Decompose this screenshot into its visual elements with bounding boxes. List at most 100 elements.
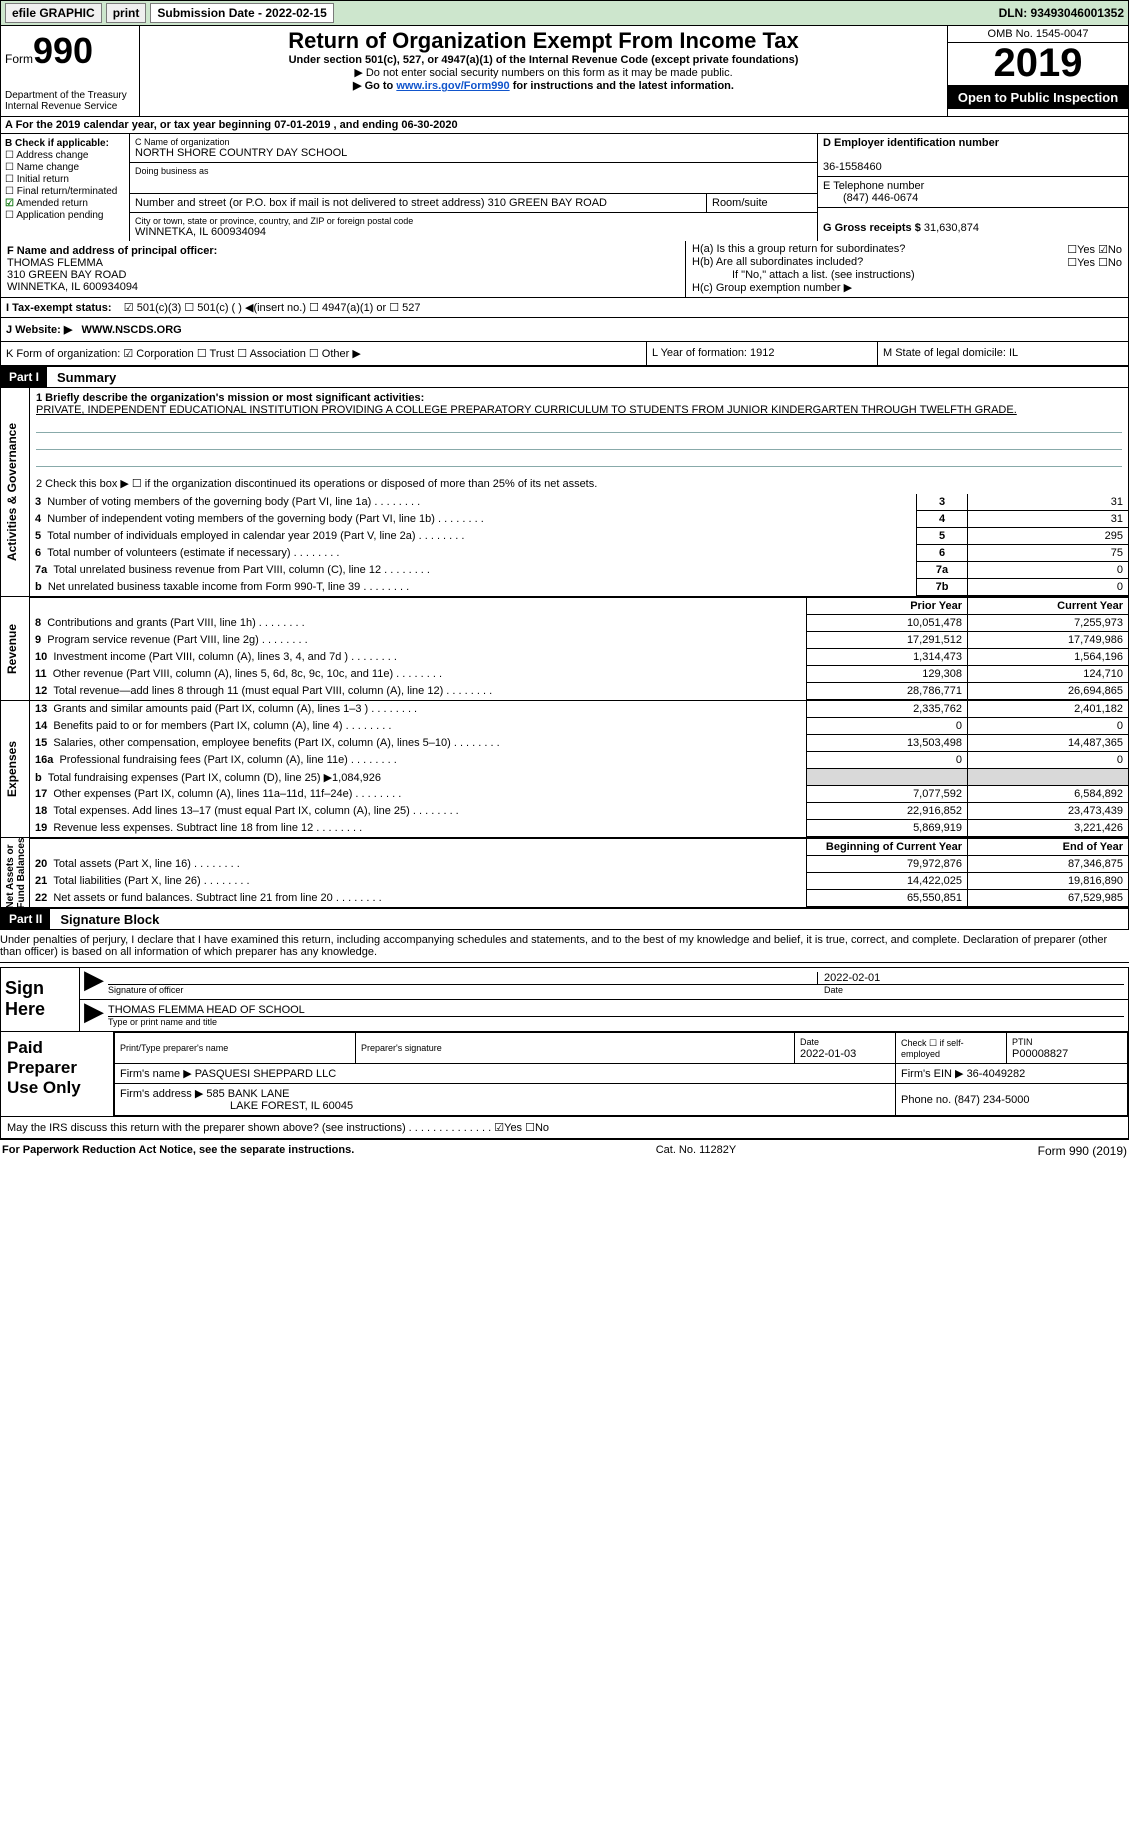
goto-suffix: for instructions and the latest informat… [510,80,734,92]
block-bcd: B Check if applicable: ☐ Address change☐… [0,134,1129,241]
print-btn[interactable]: print [106,3,147,23]
submission-date: Submission Date - 2022-02-15 [150,3,333,23]
hb-lbl: H(b) Are all subordinates included? [692,256,863,269]
tel-lbl: E Telephone number [823,180,924,192]
checkbox-amended-return[interactable]: ☑ Amended return [5,198,125,209]
addr-lbl: Number and street (or P.O. box if mail i… [135,197,485,209]
vtab-rev: Revenue [5,623,19,673]
sig-officer-lbl: Signature of officer [108,985,818,995]
irs-link[interactable]: www.irs.gov/Form990 [396,80,509,92]
vtab-gov: Activities & Governance [5,423,19,561]
ha-yn: ☐Yes ☑No [1067,243,1122,256]
top-bar: efile GRAPHIC print Submission Date - 20… [0,0,1129,26]
firm-addr2: LAKE FOREST, IL 60045 [120,1100,353,1112]
preparer-block: Paid Preparer Use Only Print/Type prepar… [0,1032,1129,1117]
phone-val: (847) 234-5000 [954,1094,1029,1106]
sign-here-lbl: Sign Here [1,968,80,1031]
j-lbl: J Website: ▶ [6,324,72,336]
org-name: NORTH SHORE COUNTRY DAY SCHOOL [135,147,347,159]
vtab-exp: Expenses [5,741,19,797]
note-ssn: ▶ Do not enter social security numbers o… [146,66,941,79]
city-state-zip: WINNETKA, IL 600934094 [135,226,266,238]
curr-year-hdr: Current Year [968,598,1129,615]
part1-title: Summary [47,370,116,385]
form-number: 990 [33,30,93,71]
firm-ein: 36-4049282 [967,1068,1026,1080]
line2-checkbox: 2 Check this box ▶ ☐ if the organization… [30,473,1128,494]
l-year: L Year of formation: 1912 [646,342,877,365]
city-lbl: City or town, state or province, country… [135,216,812,226]
vtab-na: Net Assets or Fund Balances [5,837,27,908]
prep-date-lbl: Date [800,1037,819,1047]
form-prefix: Form [5,52,33,66]
k-form-org: K Form of organization: ☑ Corporation ☐ … [1,342,646,365]
block-fh: F Name and address of principal officer:… [0,241,1129,298]
dba-lbl: Doing business as [135,166,812,176]
part1-hdr: Part I [1,367,47,387]
hb-yn: ☐Yes ☐No [1067,256,1122,269]
firm-lbl: Firm's name ▶ [120,1068,192,1080]
officer-addr2: WINNETKA, IL 600934094 [7,281,138,293]
website-url[interactable]: WWW.NSCDS.ORG [82,324,182,336]
form-sub: Under section 501(c), 527, or 4947(a)(1)… [146,54,941,66]
form-header: Form990 Department of the Treasury Inter… [0,26,1129,117]
checkbox-address-change[interactable]: ☐ Address change [5,150,125,161]
penalty-text: Under penalties of perjury, I declare th… [0,930,1129,963]
officer-addr1: 310 GREEN BAY ROAD [7,269,126,281]
discuss-row: May the IRS discuss this return with the… [0,1117,1129,1140]
ha-lbl: H(a) Is this a group return for subordin… [692,243,905,256]
form-title: Return of Organization Exempt From Incom… [146,28,941,54]
footer-left: For Paperwork Reduction Act Notice, see … [2,1144,354,1158]
b-header: B Check if applicable: [5,138,109,149]
arrow-icon: ▶ [84,972,108,995]
tel-val: (847) 446-0674 [823,192,918,204]
end-year-hdr: End of Year [968,839,1129,856]
dept-label: Department of the Treasury Internal Reve… [5,90,135,112]
f-lbl: F Name and address of principal officer: [7,245,217,257]
begin-year-hdr: Beginning of Current Year [807,839,968,856]
footer-mid: Cat. No. 11282Y [656,1144,737,1158]
firm-name: PASQUESI SHEPPARD LLC [195,1068,336,1080]
hc-lbl: H(c) Group exemption number ▶ [692,281,1122,294]
hb-note: If "No," attach a list. (see instruction… [692,269,1122,281]
checkbox-final-return-terminated[interactable]: ☐ Final return/terminated [5,186,125,197]
paid-prep-lbl: Paid Preparer Use Only [1,1032,114,1116]
mission-lbl: 1 Briefly describe the organization's mi… [36,392,424,404]
gross-lbl: G Gross receipts $ [823,222,921,234]
tax-year: 2019 [948,43,1128,86]
sig-date: 2022-02-01 [817,972,1124,984]
ein-val: 36-1558460 [823,161,882,173]
i-lbl: I Tax-exempt status: [6,302,112,314]
firm-ein-lbl: Firm's EIN ▶ [901,1068,964,1080]
goto-prefix: ▶ Go to [353,80,396,92]
officer-sig-name: THOMAS FLEMMA HEAD OF SCHOOL [108,1004,1124,1017]
ein-lbl: D Employer identification number [823,137,999,149]
gross-val: 31,630,874 [924,222,979,234]
ptin-val: P00008827 [1012,1048,1068,1060]
firm-addr-lbl: Firm's address ▶ [120,1088,203,1100]
prior-year-hdr: Prior Year [807,598,968,615]
i-opts: ☑ 501(c)(3) ☐ 501(c) ( ) ◀(insert no.) ☐… [124,302,421,314]
firm-addr: 585 BANK LANE [206,1088,289,1100]
officer-name: THOMAS FLEMMA [7,257,103,269]
room-lbl: Room/suite [712,197,768,209]
row-a: A For the 2019 calendar year, or tax yea… [0,117,1129,134]
footer-right: Form 990 (2019) [1038,1144,1127,1158]
mission-text: PRIVATE, INDEPENDENT EDUCATIONAL INSTITU… [36,404,1017,416]
phone-lbl: Phone no. [901,1094,951,1106]
prep-name-lbl: Print/Type preparer's name [120,1043,228,1053]
efile-btn[interactable]: efile GRAPHIC [5,3,102,23]
dln: DLN: 93493046001352 [999,6,1124,20]
prep-sig-lbl: Preparer's signature [361,1043,442,1053]
street-address: 310 GREEN BAY ROAD [488,197,607,209]
sign-block: Sign Here ▶ 2022-02-01 Signature of offi… [0,967,1129,1032]
open-inspection: Open to Public Inspection [948,86,1128,109]
type-name-lbl: Type or print name and title [108,1017,1124,1027]
checkbox-initial-return[interactable]: ☐ Initial return [5,174,125,185]
part2-hdr: Part II [1,909,50,929]
arrow-icon: ▶ [84,1004,108,1027]
checkbox-application-pending[interactable]: ☐ Application pending [5,210,125,221]
checkbox-name-change[interactable]: ☐ Name change [5,162,125,173]
date-lbl: Date [818,985,1124,995]
part2-title: Signature Block [50,912,159,927]
